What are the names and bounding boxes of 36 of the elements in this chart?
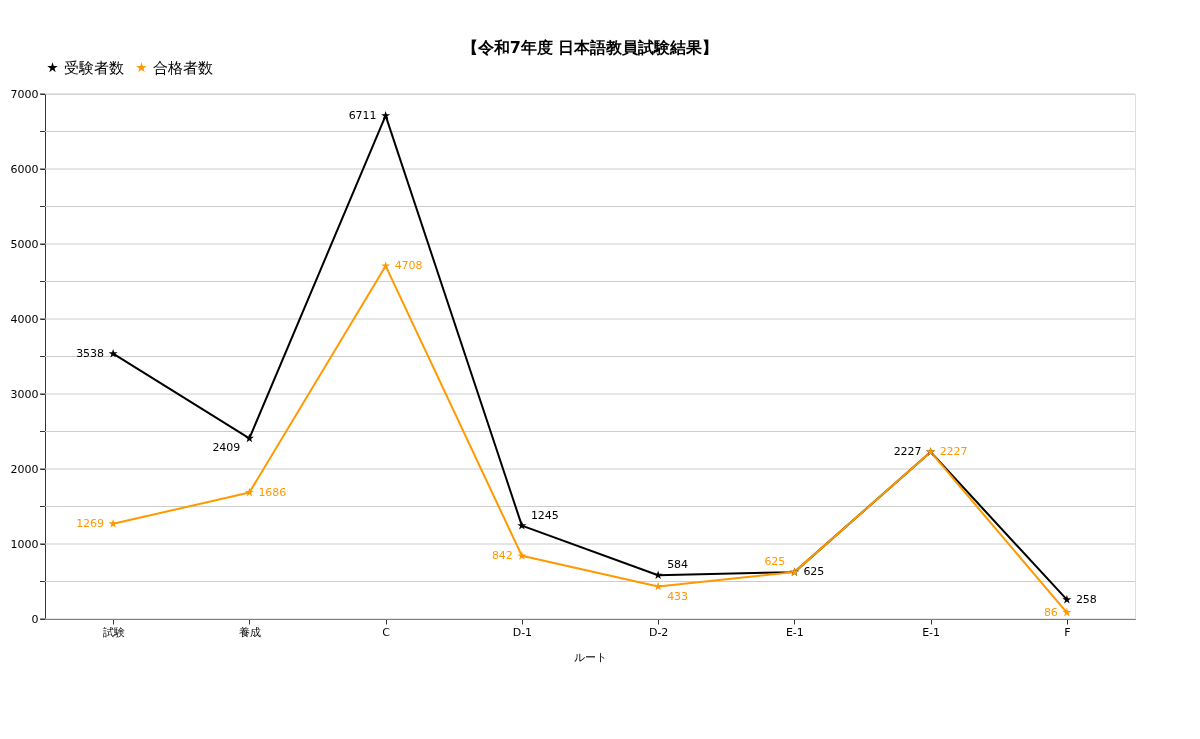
data-label: 1245: [530, 508, 559, 522]
data-label: 86: [1043, 605, 1058, 619]
y-tick-label: 5000: [10, 237, 39, 251]
data-label: 4708: [394, 258, 423, 272]
y-tick-label: 2000: [10, 462, 39, 476]
x-tick-label: D-2: [648, 625, 669, 639]
chart-title: 【令和7年度 日本語教員試験結果】: [461, 38, 719, 57]
data-label: 258: [1075, 592, 1097, 606]
data-label: 1686: [258, 485, 287, 499]
legend-label: 合格者数: [153, 58, 213, 77]
y-tick-label: 3000: [10, 387, 39, 401]
y-tick-label: 4000: [10, 312, 39, 326]
data-label: 2227: [893, 444, 922, 458]
x-axis-title: ルート: [574, 650, 607, 664]
data-label: 2409: [212, 441, 241, 455]
data-label: 2227: [939, 444, 968, 458]
data-label: 842: [491, 548, 513, 562]
x-tick-label: E-1: [922, 625, 941, 639]
x-tick-label: 養成: [238, 625, 261, 639]
x-tick-label: E-1: [785, 625, 804, 639]
data-label: 3538: [76, 346, 105, 360]
x-tick-label: 試験: [102, 625, 125, 639]
y-tick-label: 6000: [10, 162, 39, 176]
y-tick-label: 1000: [10, 537, 39, 551]
y-tick-label: 7000: [10, 87, 39, 101]
data-label: 625: [764, 555, 786, 569]
data-label: 584: [667, 558, 689, 572]
x-tick-label: C: [382, 625, 391, 639]
y-tick-label: 0: [31, 612, 39, 626]
x-tick-label: D-1: [512, 625, 533, 639]
data-label: 1269: [76, 516, 105, 530]
data-label: 6711: [348, 108, 377, 122]
data-label: 625: [803, 565, 825, 579]
x-tick-label: F: [1064, 625, 1071, 639]
data-label: 433: [667, 589, 689, 603]
legend-label: 受験者数: [64, 58, 124, 77]
